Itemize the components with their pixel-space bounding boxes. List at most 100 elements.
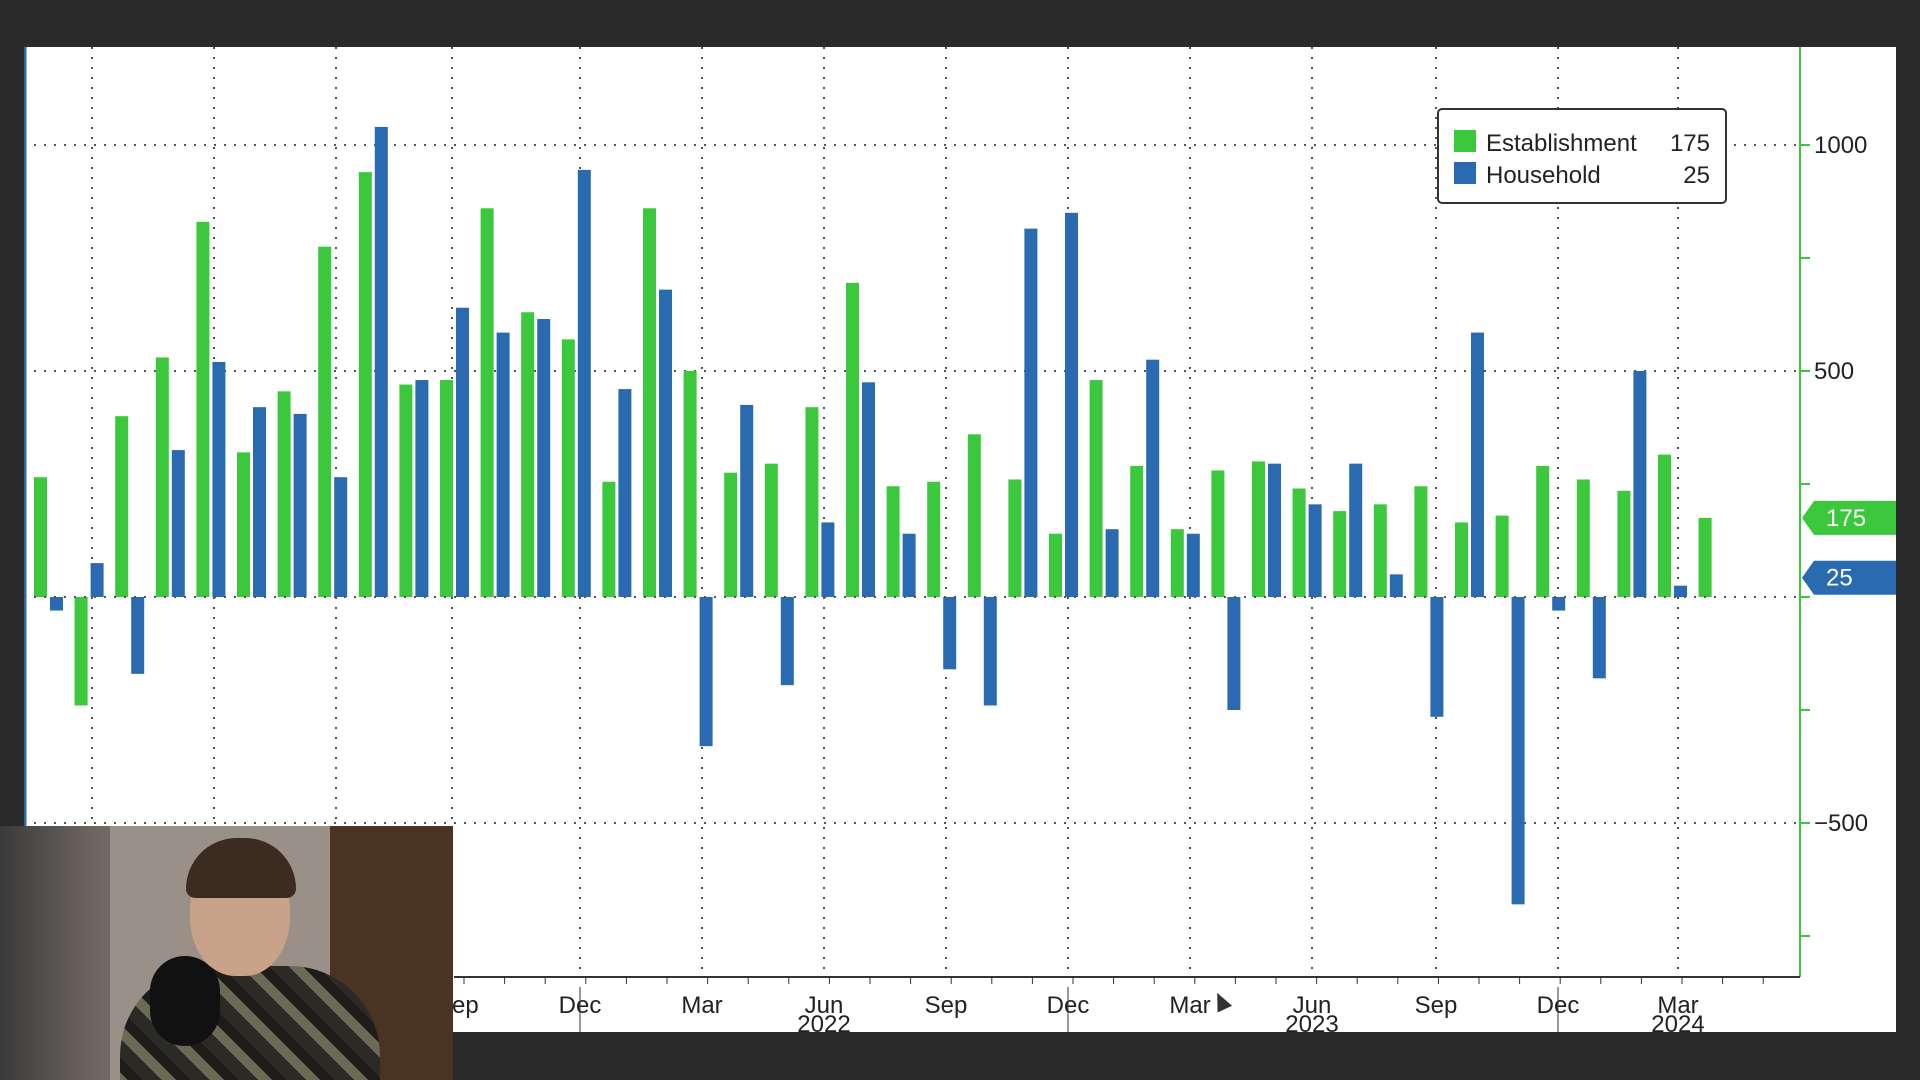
- bar-establishment: [1617, 490, 1631, 597]
- legend-value-household: 25: [1683, 162, 1710, 189]
- bar-household: [1674, 585, 1687, 597]
- bar-household: [902, 533, 916, 597]
- bar-establishment: [1536, 465, 1550, 597]
- bar-household: [1389, 574, 1403, 597]
- bar-establishment: [683, 371, 697, 597]
- legend-swatch-household: [1454, 162, 1476, 184]
- bar-establishment: [237, 452, 250, 597]
- y-tick-label: 1000: [1814, 132, 1867, 159]
- bar-household: [1186, 533, 1200, 597]
- x-tick-label: Mar: [681, 992, 722, 1019]
- bar-establishment: [1333, 511, 1347, 597]
- bar-household: [50, 597, 63, 611]
- bar-household: [1430, 597, 1444, 717]
- value-tag-label: 25: [1826, 565, 1853, 592]
- value-tag-shape: [1802, 500, 1896, 535]
- bar-household: [1105, 529, 1119, 597]
- bar-household: [293, 413, 307, 597]
- value-tag-household: 25: [1802, 560, 1896, 595]
- bar-household: [212, 361, 226, 597]
- bar-establishment: [1495, 515, 1509, 597]
- bar-household: [1552, 597, 1566, 611]
- bar-household: [821, 522, 835, 597]
- legend-value-establishment: 175: [1670, 130, 1710, 157]
- x-year-label: 2022: [797, 1011, 850, 1032]
- x-tick-label: Sep: [925, 992, 968, 1019]
- bar-establishment: [1089, 380, 1103, 597]
- bar-establishment: [480, 208, 494, 597]
- legend-swatch-establishment: [1454, 130, 1476, 152]
- bar-household: [943, 597, 957, 670]
- bar-establishment: [967, 434, 981, 597]
- bar-household: [1471, 332, 1484, 597]
- legend-box: [1437, 108, 1727, 204]
- bar-household: [253, 407, 266, 597]
- legend-label-household: Household: [1486, 162, 1601, 189]
- bar-establishment: [34, 477, 47, 597]
- bar-household: [862, 382, 875, 597]
- bar-household: [577, 169, 591, 598]
- bar-household: [1349, 463, 1363, 597]
- value-tag-label: 175: [1826, 505, 1866, 532]
- bar-establishment: [602, 481, 616, 597]
- x-tick-label: Jun: [805, 992, 844, 1019]
- bar-establishment: [1698, 517, 1712, 597]
- bar-establishment: [521, 312, 535, 597]
- bar-establishment: [1373, 504, 1387, 597]
- bar-household: [537, 319, 551, 597]
- bar-household: [1024, 228, 1038, 597]
- x-year-label: 2024: [1651, 1011, 1704, 1032]
- tags-layer: 175 25: [1802, 500, 1896, 595]
- x-tick-label: Mar: [1169, 992, 1210, 1019]
- bar-household: [171, 450, 185, 597]
- bar-household: [415, 380, 429, 597]
- x-tick-label: Mar: [1657, 992, 1698, 1019]
- bar-establishment: [886, 486, 900, 597]
- bar-establishment: [1211, 470, 1225, 597]
- bar-establishment: [1455, 522, 1468, 597]
- bar-household: [1633, 371, 1647, 597]
- bar-household: [374, 126, 388, 598]
- x-year-label: 2023: [1285, 1011, 1338, 1032]
- bar-establishment: [1008, 479, 1022, 597]
- bar-household: [780, 597, 794, 686]
- bar-household: [456, 307, 469, 597]
- bar-establishment: [643, 208, 656, 597]
- y-tick-label: −500: [1814, 810, 1868, 837]
- bar-establishment: [1130, 465, 1144, 597]
- value-tag-shape: [1802, 560, 1896, 595]
- bars-layer: [34, 126, 1712, 905]
- bar-establishment: [1658, 454, 1671, 597]
- bar-household: [334, 477, 348, 597]
- bar-establishment: [1170, 529, 1184, 597]
- bar-household: [1065, 212, 1078, 598]
- bar-household: [659, 289, 672, 597]
- bar-household: [131, 597, 145, 674]
- bar-establishment: [440, 380, 453, 597]
- bar-establishment: [846, 282, 859, 597]
- bar-establishment: [358, 172, 372, 597]
- bar-household: [618, 389, 632, 597]
- bar-establishment: [277, 391, 291, 597]
- webcam-overlay: [0, 826, 453, 1080]
- bar-household: [1268, 463, 1281, 597]
- bar-household: [1308, 504, 1322, 597]
- bar-establishment: [724, 472, 738, 597]
- bar-establishment: [318, 246, 332, 597]
- bar-establishment: [155, 357, 169, 597]
- value-tag-establishment: 175: [1802, 500, 1896, 535]
- bar-establishment: [115, 416, 129, 597]
- x-tick-label: Jun: [1293, 992, 1332, 1019]
- bar-establishment: [927, 481, 941, 597]
- bar-establishment: [805, 407, 819, 597]
- bar-household: [740, 404, 754, 597]
- bar-household: [1592, 597, 1606, 679]
- bar-household: [1146, 359, 1160, 597]
- bar-establishment: [74, 597, 88, 706]
- bar-establishment: [1414, 486, 1428, 597]
- legend: Establishment 175 Household 25: [1437, 108, 1727, 204]
- bar-household: [983, 597, 997, 706]
- bar-establishment: [1049, 533, 1062, 597]
- y-tick-label: 500: [1814, 358, 1854, 385]
